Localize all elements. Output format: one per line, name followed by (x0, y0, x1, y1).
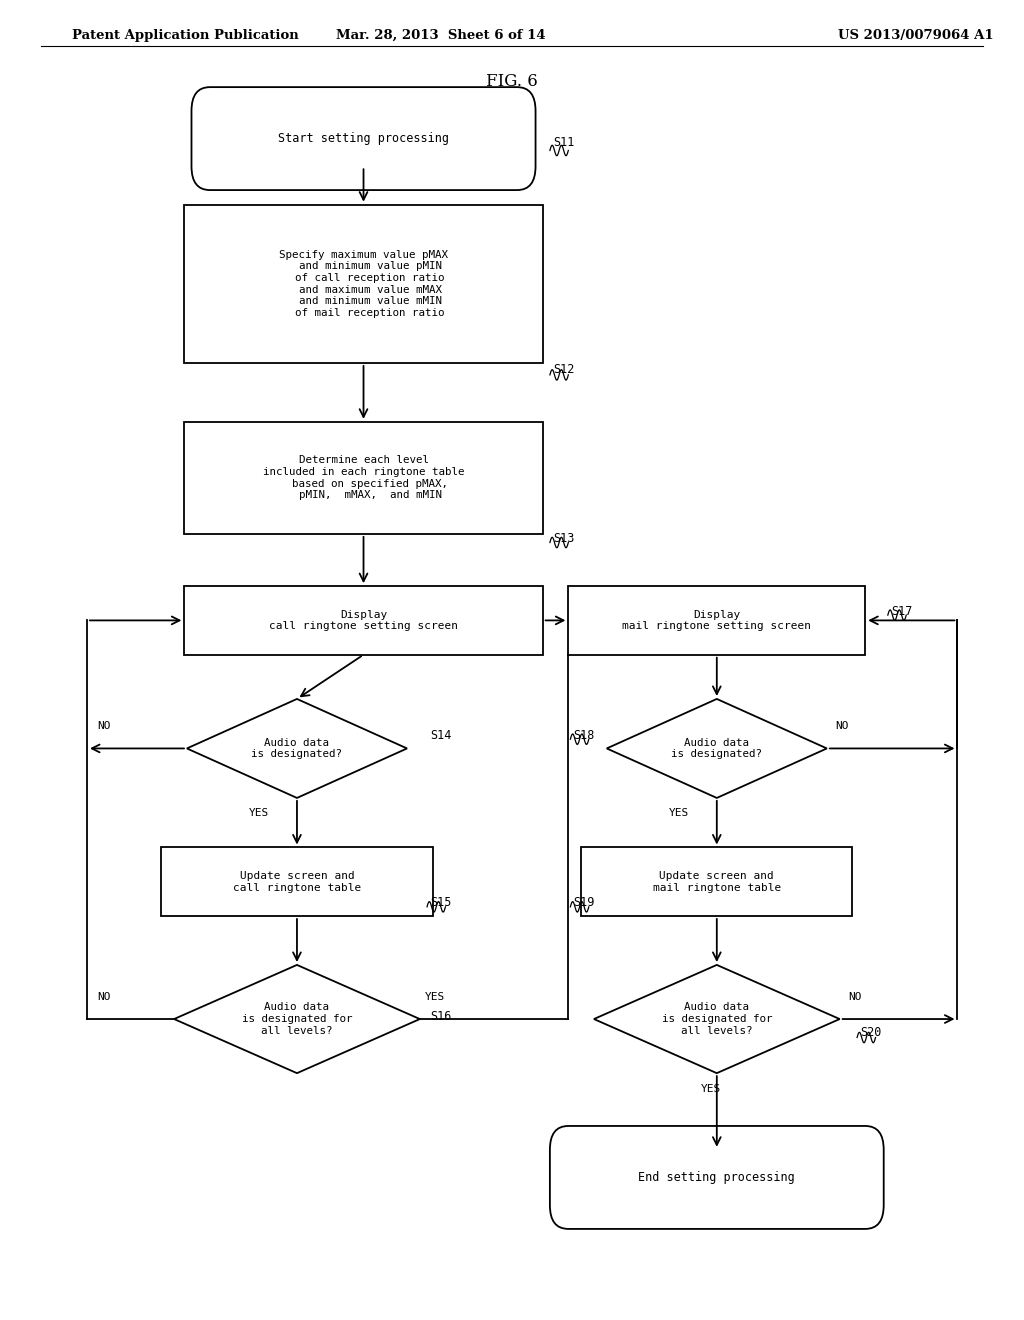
Text: End setting processing: End setting processing (638, 1171, 796, 1184)
Text: Update screen and
call ringtone table: Update screen and call ringtone table (232, 871, 361, 892)
Text: S20: S20 (860, 1026, 882, 1039)
Bar (184, 205, 543, 363)
Text: Specify maximum value pMAX
  and minimum value pMIN
  of call reception ratio
  : Specify maximum value pMAX and minimum v… (279, 249, 449, 318)
Text: Display
mail ringtone setting screen: Display mail ringtone setting screen (623, 610, 811, 631)
Bar (184, 422, 543, 533)
Bar (184, 586, 543, 655)
Polygon shape (174, 965, 420, 1073)
Text: FIG. 6: FIG. 6 (486, 73, 538, 90)
Text: Update screen and
mail ringtone table: Update screen and mail ringtone table (652, 871, 781, 892)
Text: Audio data
is designated for
all levels?: Audio data is designated for all levels? (662, 1002, 772, 1036)
Bar (568, 586, 865, 655)
Text: Patent Application Publication: Patent Application Publication (72, 29, 298, 42)
Text: Audio data
is designated?: Audio data is designated? (672, 738, 762, 759)
Text: NO: NO (97, 721, 111, 731)
Text: Audio data
is designated for
all levels?: Audio data is designated for all levels? (242, 1002, 352, 1036)
Polygon shape (186, 700, 407, 797)
Text: US 2013/0079064 A1: US 2013/0079064 A1 (838, 29, 993, 42)
Text: Start setting processing: Start setting processing (279, 132, 449, 145)
Text: S11: S11 (553, 136, 574, 149)
Text: S15: S15 (430, 896, 452, 909)
Text: YES: YES (669, 808, 689, 818)
Text: S12: S12 (553, 363, 574, 376)
FancyBboxPatch shape (550, 1126, 884, 1229)
Text: YES: YES (249, 808, 269, 818)
Text: NO: NO (836, 721, 849, 731)
Text: S17: S17 (891, 605, 912, 618)
Text: NO: NO (848, 991, 861, 1002)
Text: S16: S16 (430, 1010, 452, 1023)
Text: NO: NO (97, 991, 111, 1002)
FancyBboxPatch shape (191, 87, 536, 190)
Polygon shape (606, 700, 827, 797)
Text: Determine each level
included in each ringtone table
  based on specified pMAX,
: Determine each level included in each ri… (263, 455, 464, 500)
Text: S19: S19 (573, 896, 595, 909)
Text: Audio data
is designated?: Audio data is designated? (252, 738, 342, 759)
Text: S18: S18 (573, 729, 595, 742)
Bar (581, 847, 852, 916)
Text: Display
call ringtone setting screen: Display call ringtone setting screen (269, 610, 458, 631)
Text: Mar. 28, 2013  Sheet 6 of 14: Mar. 28, 2013 Sheet 6 of 14 (336, 29, 545, 42)
Text: S14: S14 (430, 729, 452, 742)
Bar (161, 847, 432, 916)
Text: YES: YES (700, 1084, 721, 1094)
Text: YES: YES (425, 991, 445, 1002)
Polygon shape (594, 965, 840, 1073)
Text: S13: S13 (553, 532, 574, 545)
